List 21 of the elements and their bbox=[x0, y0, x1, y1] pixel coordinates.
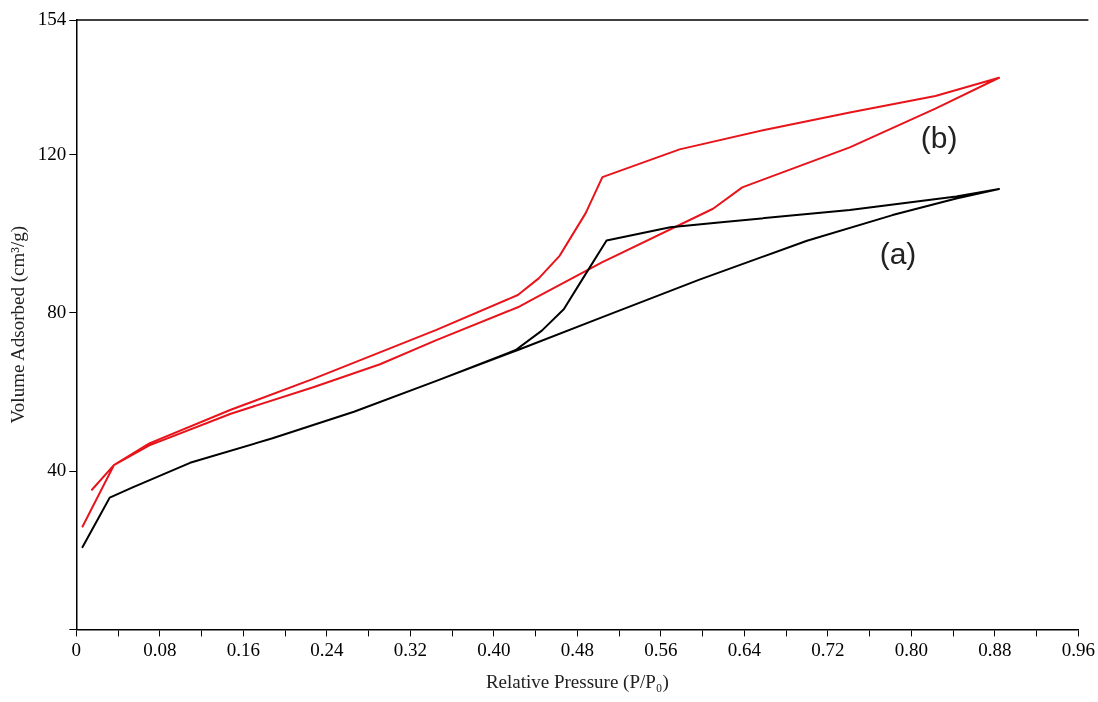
x-tick-label: 0.24 bbox=[310, 638, 344, 660]
x-tick-label: 0.16 bbox=[226, 638, 260, 660]
x-tick-label: 0.32 bbox=[393, 638, 427, 660]
x-tick-label: 0.56 bbox=[644, 638, 678, 660]
x-tick-label: 0.48 bbox=[560, 638, 594, 660]
x-tick-label: 0.96 bbox=[1061, 638, 1095, 660]
y-tick-label: 80 bbox=[47, 300, 67, 322]
series-label: (a) bbox=[879, 237, 917, 271]
x-tick-label: 0.64 bbox=[727, 638, 762, 660]
x-tick-label: 0.88 bbox=[978, 638, 1012, 660]
y-axis-title: Volume Adsorbed (cm³/g) bbox=[7, 225, 30, 424]
x-tick-label: 0.40 bbox=[477, 638, 511, 660]
y-tick-label: 120 bbox=[37, 142, 67, 164]
series-label: (b) bbox=[920, 121, 958, 155]
x-tick-label: 0 bbox=[71, 638, 82, 660]
x-tick-label: 0.80 bbox=[894, 638, 928, 660]
x-axis-title: Relative Pressure (P/P₀) bbox=[485, 670, 669, 693]
y-tick-label: 154 bbox=[37, 7, 67, 29]
x-tick-label: 0.72 bbox=[811, 638, 845, 660]
x-tick-label: 0.08 bbox=[143, 638, 177, 660]
y-tick-label: 40 bbox=[47, 459, 67, 481]
